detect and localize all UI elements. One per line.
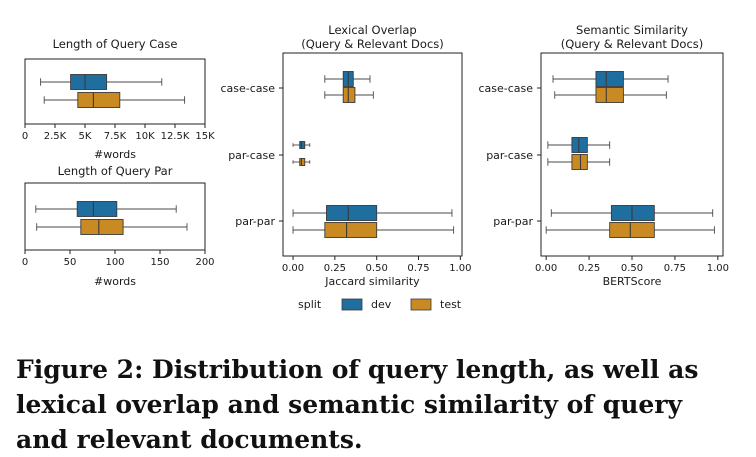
- chart-query-par-length: Length of Query Par 0 50 100 150 200 #words: [22, 164, 215, 288]
- y-tick-label: par-case: [486, 149, 533, 162]
- legend-swatch-test: [410, 298, 432, 311]
- x-tick-label: 0.25: [324, 263, 346, 274]
- x-tick-label: 5K: [79, 131, 92, 142]
- x-tick-label: 2.5K: [44, 131, 67, 142]
- legend-swatch-dev: [341, 298, 363, 311]
- box-iqr: [299, 141, 306, 149]
- box-case-case-test: [554, 87, 667, 103]
- x-tick-label: 10K: [135, 131, 155, 142]
- figure-panel: Length of Query Case 0 2.5K 5K 7.5K 10K 12.5K 1…: [22, 23, 729, 311]
- box-par-case-dev: [547, 137, 611, 153]
- x-axis-label: Jaccard similarity: [324, 275, 420, 288]
- chart-semantic-similarity: Semantic Similarity(Query & Relevant Doc…: [478, 23, 729, 288]
- box-iqr: [595, 71, 624, 87]
- box-par-par-dev: [292, 205, 453, 221]
- x-tick-label: 0.75: [664, 263, 686, 274]
- x-tick-label: 1.00: [707, 263, 729, 274]
- box-iqr: [342, 87, 356, 103]
- x-tick-label: 0.50: [366, 263, 388, 274]
- x-tick-label: 100: [105, 257, 124, 268]
- chart-title: Lexical Overlap: [328, 23, 417, 37]
- x-tick-label: 7.5K: [104, 131, 127, 142]
- box-test: [43, 92, 186, 108]
- box-iqr: [77, 92, 121, 108]
- legend-label-test: test: [440, 298, 462, 311]
- x-tick-label: 200: [195, 257, 214, 268]
- box-case-case-test: [324, 87, 374, 103]
- x-tick-label: 50: [64, 257, 77, 268]
- x-axis-label: #words: [94, 148, 136, 161]
- legend: split dev test: [298, 298, 462, 311]
- box-iqr: [595, 87, 624, 103]
- x-tick-label: 12.5K: [161, 131, 190, 142]
- box-iqr: [80, 219, 124, 235]
- box-par-case-dev: [292, 141, 311, 149]
- y-tick-label: par-par: [493, 215, 533, 228]
- box-dev: [40, 74, 163, 90]
- box-dev: [35, 201, 177, 217]
- legend-title: split: [298, 298, 322, 311]
- x-tick-label: 0.00: [535, 263, 557, 274]
- box-par-par-dev: [550, 205, 714, 221]
- box-iqr: [326, 205, 378, 221]
- box-case-case-dev: [552, 71, 669, 87]
- x-axis-label: #words: [94, 275, 136, 288]
- box-iqr: [299, 158, 306, 166]
- x-tick-label: 0.75: [407, 263, 429, 274]
- x-axis-label: BERTScore: [603, 275, 662, 288]
- y-tick-label: case-case: [220, 82, 275, 95]
- box-iqr: [70, 74, 108, 90]
- chart-query-case-length: Length of Query Case 0 2.5K 5K 7.5K 10K 12.5K 1…: [22, 37, 215, 161]
- box-iqr: [324, 222, 378, 238]
- box-par-par-test: [292, 222, 455, 238]
- chart-title: (Query & Relevant Docs): [561, 37, 704, 51]
- chart-title: Semantic Similarity: [576, 23, 688, 37]
- y-tick-label: case-case: [478, 82, 533, 95]
- figure-caption: Figure 2: Distribution of query length, …: [16, 355, 699, 454]
- x-tick-label: 150: [150, 257, 169, 268]
- x-tick-label: 15K: [195, 131, 215, 142]
- y-tick-label: par-par: [235, 215, 275, 228]
- box-test: [36, 219, 188, 235]
- legend-label-dev: dev: [371, 298, 392, 311]
- box-par-case-test: [547, 154, 611, 170]
- x-tick-label: 0: [22, 131, 28, 142]
- x-tick-label: 0.00: [282, 263, 304, 274]
- box-iqr: [571, 137, 588, 153]
- box-iqr: [610, 205, 655, 221]
- y-tick-label: par-case: [228, 149, 275, 162]
- box-par-case-test: [292, 158, 311, 166]
- x-tick-label: 0: [22, 257, 28, 268]
- chart-title: (Query & Relevant Docs): [301, 37, 444, 51]
- box-case-case-dev: [324, 71, 371, 87]
- box-iqr: [571, 154, 588, 170]
- x-tick-label: 0.25: [578, 263, 600, 274]
- box-par-par-test: [545, 222, 715, 238]
- plot-frame: [24, 58, 206, 125]
- chart-title: Length of Query Case: [53, 37, 178, 51]
- x-tick-label: 0.50: [621, 263, 643, 274]
- chart-lexical-overlap: Lexical Overlap(Query & Relevant Docs) 0.…: [220, 23, 471, 288]
- box-iqr: [609, 222, 655, 238]
- x-tick-label: 1.00: [449, 263, 471, 274]
- chart-title: Length of Query Par: [58, 164, 173, 178]
- box-iqr: [76, 201, 118, 217]
